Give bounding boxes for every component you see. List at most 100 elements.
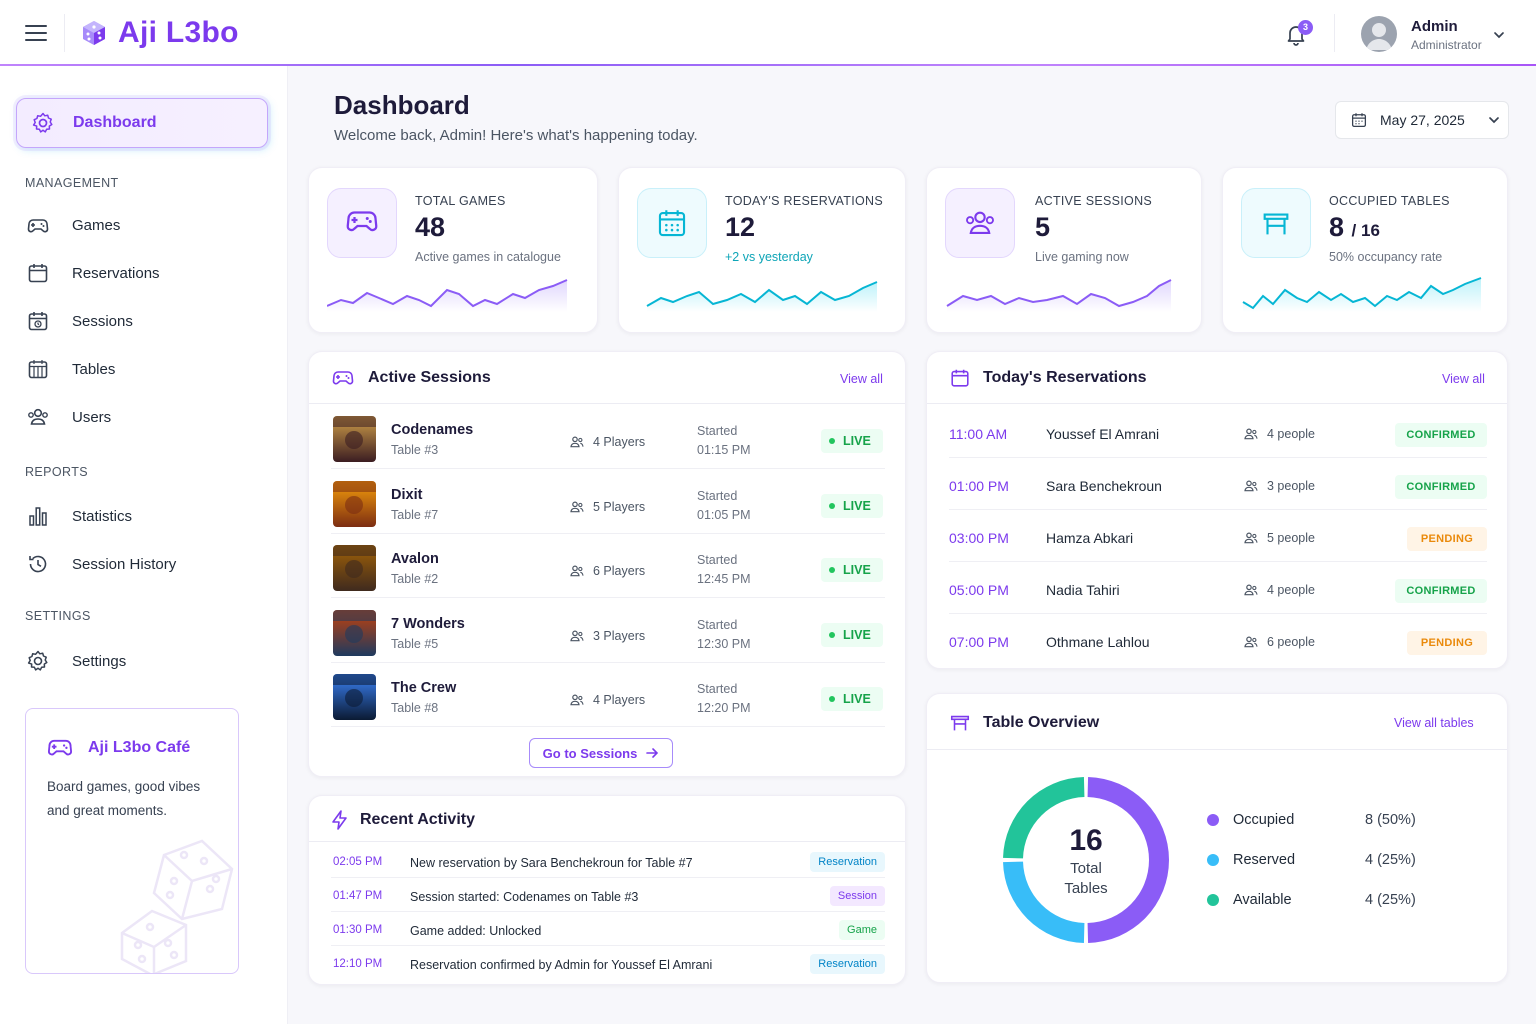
gamepad-icon <box>346 211 378 232</box>
sidebar-item-label: Sessions <box>72 312 133 330</box>
table-number: Table #5 <box>391 636 439 651</box>
activity-tag: Reservation <box>810 852 885 872</box>
stat-label: ACTIVE SESSIONS <box>1035 194 1153 208</box>
list-item[interactable]: 07:00 PM Othmane Lahlou 6 people PENDING <box>949 614 1487 666</box>
stat-subtext: Live gaming now <box>1035 250 1129 264</box>
donut-center <box>1025 799 1147 921</box>
sparkline <box>946 279 1172 312</box>
user-name[interactable]: Admin <box>1411 18 1458 35</box>
list-item[interactable]: 01:47 PM Session started: Codenames on T… <box>331 878 885 912</box>
activity-text: New reservation by Sara Benchekroun for … <box>410 856 693 870</box>
player-count: 6 Players <box>569 563 645 579</box>
date-picker[interactable]: May 27, 2025 <box>1335 101 1509 139</box>
legend-dot-icon <box>1207 814 1219 826</box>
header-divider <box>64 14 65 52</box>
table-row[interactable]: The Crew Table #8 4 Players Started 12:2… <box>331 663 885 727</box>
reservation-time: 07:00 PM <box>949 634 1009 650</box>
page-title: Dashboard <box>334 90 470 120</box>
chevron-down-icon[interactable] <box>1492 28 1506 42</box>
activity-tag: Reservation <box>810 954 885 974</box>
sidebar-item-tables[interactable]: Tables <box>24 351 264 387</box>
customer-name: Sara Benchekroun <box>1046 478 1162 494</box>
list-item[interactable]: 12:10 PM Reservation confirmed by Admin … <box>331 946 885 980</box>
activity-text: Game added: Unlocked <box>410 924 542 938</box>
avatar[interactable] <box>1361 16 1397 52</box>
section-label-settings: SETTINGS <box>25 609 91 623</box>
table-row[interactable]: Dixit Table #7 5 Players Started 01:05 P… <box>331 470 885 534</box>
status-badge: PENDING <box>1407 631 1487 655</box>
sparkline <box>327 279 568 312</box>
sidebar-item-statistics[interactable]: Statistics <box>24 498 264 534</box>
activity-time: 01:47 PM <box>333 890 383 902</box>
table-icon <box>950 715 970 731</box>
list-item[interactable]: 01:00 PM Sara Benchekroun 3 people CONFI… <box>949 458 1487 510</box>
sidebar-item-settings[interactable]: Settings <box>24 643 264 679</box>
list-item[interactable]: 01:30 PM Game added: Unlocked Game <box>331 912 885 946</box>
stat-card-todays-reservations[interactable]: TODAY'S RESERVATIONS 12 +2 vs yesterday <box>618 167 906 333</box>
sidebar-item-session-history[interactable]: Session History <box>24 546 264 582</box>
legend-dot-icon <box>1207 894 1219 906</box>
table-row[interactable]: Avalon Table #2 6 Players Started 12:45 … <box>331 534 885 598</box>
page-subtitle: Welcome back, Admin! Here's what's happe… <box>334 127 698 144</box>
list-item[interactable]: 03:00 PM Hamza Abkari 5 people PENDING <box>949 510 1487 562</box>
customer-name: Othmane Lahlou <box>1046 634 1150 650</box>
live-dot-icon <box>829 631 835 638</box>
table-row[interactable]: 7 Wonders Table #5 3 Players Started 12:… <box>331 599 885 663</box>
calendar-icon <box>951 369 969 387</box>
list-item[interactable]: 05:00 PM Nadia Tahiri 4 people CONFIRMED <box>949 562 1487 614</box>
game-cover-image <box>333 609 376 656</box>
donut-segment-reserved[interactable] <box>1003 861 1085 943</box>
live-dot-icon <box>829 567 835 573</box>
card-header: Recent Activity <box>309 796 905 842</box>
view-all-link[interactable]: View all <box>840 372 883 386</box>
calendar-icon <box>28 264 48 283</box>
lightning-icon <box>332 810 347 830</box>
view-all-tables-link[interactable]: View all tables <box>1394 716 1474 730</box>
users-icon <box>966 211 994 234</box>
party-size: 4 people <box>1243 582 1315 598</box>
sidebar-item-reservations[interactable]: Reservations <box>24 255 264 291</box>
table-row[interactable]: Codenames Table #3 4 Players Started 01:… <box>331 405 885 469</box>
customer-name: Nadia Tahiri <box>1046 582 1120 598</box>
game-name: Avalon <box>391 551 439 567</box>
user-role: Administrator <box>1411 38 1482 52</box>
player-count: 5 Players <box>569 499 645 515</box>
status-badge: LIVE <box>821 429 883 453</box>
app-logo[interactable]: Aji L3bo <box>80 16 239 50</box>
chevron-down-icon <box>1488 117 1499 124</box>
stat-card-occupied-tables[interactable]: OCCUPIED TABLES 8 / 16 50% occupancy rat… <box>1222 167 1508 333</box>
card-title: Active Sessions <box>368 369 491 386</box>
reservation-time: 11:00 AM <box>949 426 1008 442</box>
menu-icon[interactable] <box>24 22 48 44</box>
stat-card-total-games[interactable]: TOTAL GAMES 48 Active games in catalogue <box>308 167 598 333</box>
sidebar-item-dashboard[interactable]: Dashboard <box>16 98 268 148</box>
sidebar-item-games[interactable]: Games <box>24 207 264 243</box>
reservation-time: 05:00 PM <box>949 582 1009 598</box>
stat-card-active-sessions[interactable]: ACTIVE SESSIONS 5 Live gaming now <box>926 167 1202 333</box>
gamepad-icon <box>332 371 354 385</box>
donut-label: Tables <box>1064 880 1108 897</box>
card-title: Recent Activity <box>360 811 475 828</box>
legend-item: Occupied <box>1207 812 1294 828</box>
donut-segment-occupied[interactable] <box>1087 777 1169 943</box>
sidebar-item-sessions[interactable]: Sessions <box>24 303 264 339</box>
live-dot-icon <box>829 696 835 702</box>
game-name: Codenames <box>391 422 474 438</box>
card-title: Today's Reservations <box>983 369 1147 386</box>
stat-icon-box <box>945 188 1015 258</box>
started-label: Started <box>697 682 738 696</box>
view-all-link[interactable]: View all <box>1442 372 1485 386</box>
users-icon <box>28 408 48 425</box>
started-time: 12:20 PM <box>697 701 751 715</box>
active-sessions-card: Active Sessions View all Codenames Table… <box>308 351 906 777</box>
sidebar-item-users[interactable]: Users <box>24 399 264 435</box>
donut-segment-available[interactable] <box>1003 777 1085 859</box>
started-label: Started <box>697 617 738 632</box>
list-item[interactable]: 02:05 PM New reservation by Sara Benchek… <box>331 844 885 878</box>
go-to-sessions-button[interactable]: Go to Sessions <box>529 738 673 768</box>
sidebar-item-label: Statistics <box>72 507 133 525</box>
game-name: Dixit <box>391 486 423 503</box>
promo-text: Board games, good vibes and great moment… <box>47 779 201 818</box>
activity-text: Session started: Codenames on Table #3 <box>410 890 639 904</box>
list-item[interactable]: 11:00 AM Youssef El Amrani 4 people CONF… <box>949 406 1487 458</box>
